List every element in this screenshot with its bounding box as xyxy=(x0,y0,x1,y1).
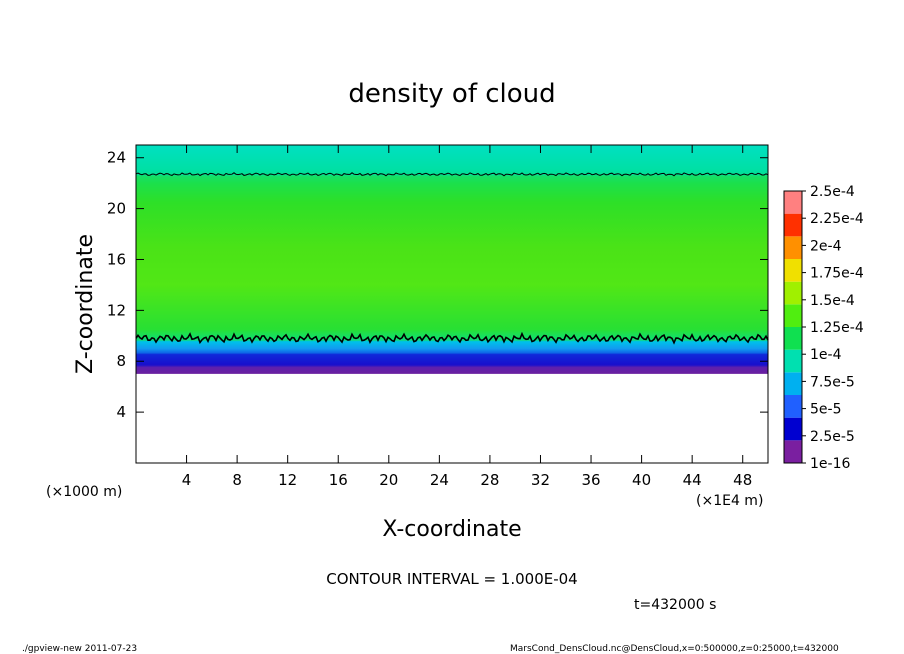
y-tick-label: 12 xyxy=(107,301,126,319)
y-tick-label: 24 xyxy=(107,149,126,167)
colorbar-label: 2.5e-5 xyxy=(810,429,855,445)
y-tick-label: 20 xyxy=(107,200,126,218)
colorbar-segment xyxy=(784,213,802,237)
plot-frame xyxy=(135,144,769,464)
colorbar-label: 1e-4 xyxy=(810,347,842,363)
y-axis-title: Z-coordinate xyxy=(73,234,98,374)
density-layer-2 xyxy=(136,340,768,354)
colorbar-segment xyxy=(784,236,802,259)
colorbar-segment xyxy=(784,395,802,418)
colorbar-segment xyxy=(784,440,802,463)
y-axis-ticks: 4 8 12 16 20 24 xyxy=(107,149,768,421)
contour-line-0 xyxy=(135,331,769,345)
density-field xyxy=(136,145,768,463)
density-layer-4 xyxy=(136,145,768,176)
x-tick-label: 24 xyxy=(430,471,449,489)
colorbar-label: 1.5e-4 xyxy=(810,293,855,309)
colorbar-label: 7.5e-5 xyxy=(810,374,855,390)
colorbar-label: 2.5e-4 xyxy=(810,184,855,200)
x-tick-label: 44 xyxy=(683,471,702,489)
y-tick-label: 4 xyxy=(116,403,126,421)
y-unit-label: (×1000 m) xyxy=(46,484,122,500)
x-tick-label: 28 xyxy=(480,471,499,489)
colorbar-segment xyxy=(784,281,802,305)
density-layers xyxy=(136,145,768,374)
contour-line-1 xyxy=(135,172,769,177)
x-axis-ticks: 4 8 12 16 20 24 28 32 36 40 44 48 xyxy=(182,145,752,489)
colorbar-segment xyxy=(784,349,802,373)
x-tick-label: 4 xyxy=(182,471,192,489)
x-tick-label: 32 xyxy=(531,471,550,489)
y-tick-label: 16 xyxy=(107,250,126,268)
footer-right-label: MarsCond_DensCloud.nc@DensCloud,x=0:5000… xyxy=(510,644,839,654)
x-tick-label: 40 xyxy=(632,471,651,489)
x-tick-label: 20 xyxy=(379,471,398,489)
colorbar-segment xyxy=(784,417,802,441)
colorbar-label: 1.75e-4 xyxy=(810,266,864,282)
x-axis-title: X-coordinate xyxy=(382,517,521,542)
x-tick-label: 8 xyxy=(232,471,242,489)
colorbar-label: 2.25e-4 xyxy=(810,211,864,227)
density-layer-0 xyxy=(136,366,768,374)
contour-lines xyxy=(135,172,769,345)
x-unit-label: (×1E4 m) xyxy=(696,493,763,509)
colorbar: 1e-16 2.5e-5 5e-5 7.5e-5 1e-4 1.25e-4 1.5e-4 1.… xyxy=(783,184,864,472)
colorbar-segment xyxy=(784,304,802,327)
x-tick-label: 36 xyxy=(581,471,600,489)
y-tick-label: 8 xyxy=(116,352,126,370)
footer-left-label: ./gpview-new 2011-07-23 xyxy=(22,644,137,654)
colorbar-segment xyxy=(784,191,802,214)
colorbar-segment xyxy=(784,259,802,282)
x-tick-label: 12 xyxy=(278,471,297,489)
time-label: t=432000 s xyxy=(634,597,716,613)
density-layer-1 xyxy=(136,353,768,367)
x-tick-label: 48 xyxy=(733,471,752,489)
colorbar-label: 2e-4 xyxy=(810,238,842,254)
chart-title: density of cloud xyxy=(348,79,555,109)
density-layer-3 xyxy=(136,175,768,341)
colorbar-label: 1e-16 xyxy=(810,456,850,472)
colorbar-segment xyxy=(784,327,802,350)
colorbar-label: 1.25e-4 xyxy=(810,320,864,336)
colorbar-label: 5e-5 xyxy=(810,402,841,418)
x-tick-label: 16 xyxy=(329,471,348,489)
contour-interval-label: CONTOUR INTERVAL = 1.000E-04 xyxy=(326,570,577,588)
colorbar-segment xyxy=(784,372,802,395)
